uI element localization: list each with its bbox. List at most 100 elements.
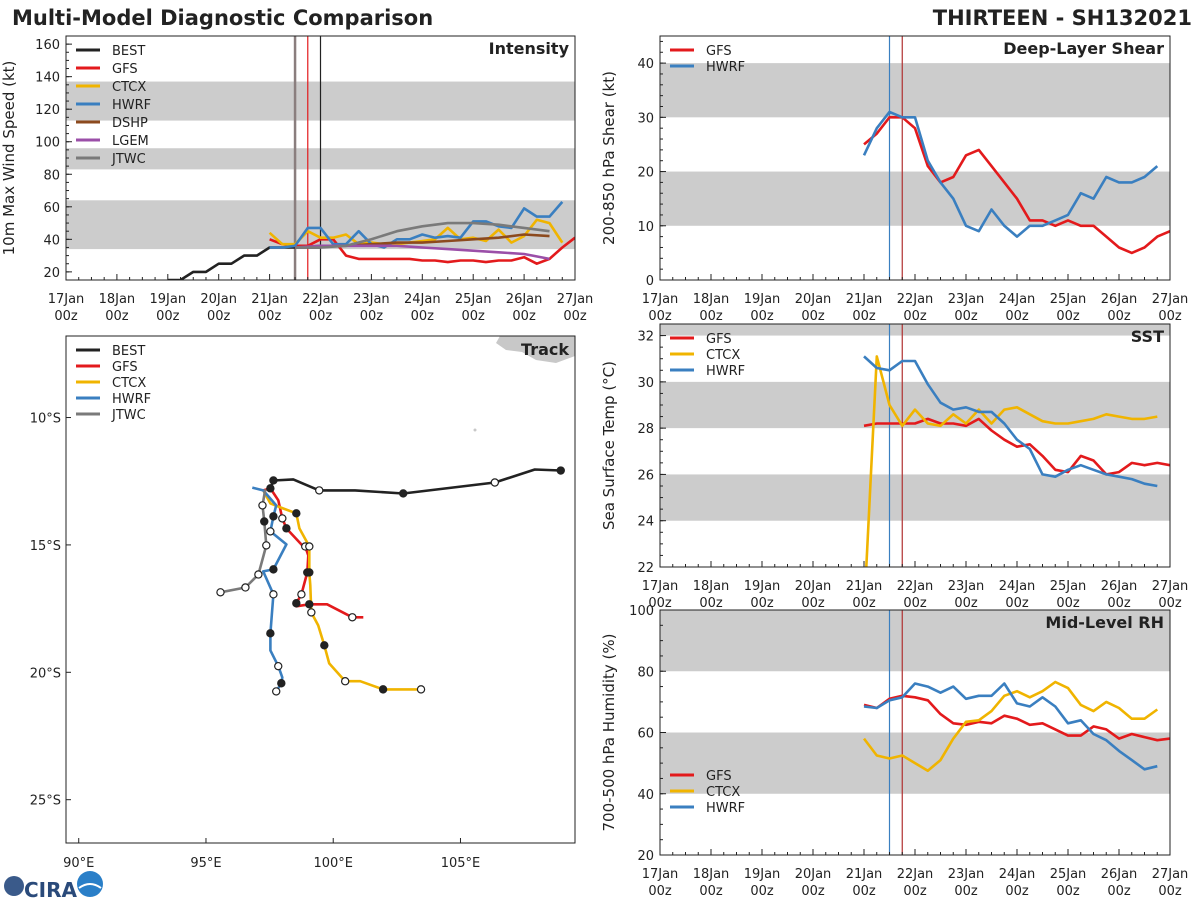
y-axis-label: Sea Surface Temp (°C) — [600, 361, 618, 530]
y-axis-label: 200-850 hPa Shear (kt) — [600, 71, 618, 245]
x-tick-label: 25Jan — [1050, 579, 1087, 594]
y-tick-label: 120 — [35, 103, 60, 118]
legend-label: HWRF — [706, 364, 745, 379]
x-tick-label: 24Jan — [999, 292, 1036, 307]
x-tick-hour: 00z — [1158, 596, 1182, 611]
track-point-12z — [258, 501, 267, 510]
x-tick-label: 18Jan — [693, 292, 730, 307]
lon-tick-label: 95°E — [190, 856, 221, 871]
cira-logo: CIRA — [4, 871, 103, 902]
panel-rh: 17Jan 00z 18Jan 00z 19Jan 00z 20Jan 00z 21Jan 00z… — [600, 604, 1188, 899]
x-tick-hour: 00z — [954, 596, 978, 611]
x-tick-hour: 00z — [1056, 596, 1080, 611]
shaded-band — [660, 63, 1170, 118]
x-tick-label: 19Jan — [744, 867, 781, 882]
track-point-00z — [282, 524, 291, 533]
x-tick-hour: 00z — [648, 309, 672, 324]
y-tick-label: 100 — [35, 136, 60, 151]
x-tick-label: 25Jan — [1050, 292, 1087, 307]
plot-area — [660, 324, 1170, 567]
track-point-12z — [305, 542, 314, 551]
panel-intensity: 17Jan 00z 18Jan 00z 19Jan 00z 20Jan 00z 21Jan 00z… — [0, 35, 593, 324]
x-tick-label: 25Jan — [455, 292, 492, 307]
track-point-12z — [274, 661, 283, 671]
y-tick-label: 0 — [646, 274, 654, 289]
panel-label: Deep-Layer Shear — [1003, 39, 1164, 58]
legend-label: GFS — [112, 62, 138, 77]
x-tick-label: 18Jan — [693, 579, 730, 594]
x-tick-label: 27Jan — [1152, 867, 1189, 882]
x-tick-label: 23Jan — [948, 579, 985, 594]
panel-sst: 17Jan 00z 18Jan 00z 19Jan 00z 20Jan 00z 21Jan 00z… — [600, 323, 1189, 611]
x-tick-label: 27Jan — [1152, 579, 1189, 594]
x-tick-label: 20Jan — [795, 292, 832, 307]
x-tick-label: 26Jan — [1101, 579, 1138, 594]
x-tick-hour: 00z — [360, 309, 384, 324]
track-point-00z — [378, 685, 388, 694]
series-line-best — [167, 246, 321, 280]
legend-label: HWRF — [112, 98, 151, 113]
figure-title: Multi-Model Diagnostic Comparison — [12, 6, 433, 30]
track-point-00z — [260, 517, 269, 526]
x-tick-hour: 00z — [750, 309, 774, 324]
legend-label: GFS — [706, 769, 732, 784]
y-tick-label: 140 — [35, 71, 60, 86]
y-tick-label: 60 — [637, 727, 654, 742]
x-tick-hour: 00z — [699, 884, 723, 899]
x-tick-hour: 00z — [1107, 596, 1131, 611]
lat-tick-label: 15°S — [30, 539, 61, 554]
shaded-band — [660, 610, 1170, 672]
x-tick-hour: 00z — [156, 309, 180, 324]
y-tick-label: 22 — [637, 561, 654, 576]
x-tick-label: 21Jan — [846, 867, 883, 882]
x-tick-label: 17Jan — [642, 579, 679, 594]
x-tick-label: 19Jan — [744, 292, 781, 307]
plot-area — [660, 36, 1170, 280]
series-line-ctcx — [865, 355, 1158, 567]
y-tick-label: 30 — [637, 376, 654, 391]
x-tick-hour: 00z — [462, 309, 486, 324]
x-tick-hour: 00z — [852, 309, 876, 324]
track-point-00z — [266, 629, 275, 638]
x-tick-hour: 00z — [563, 309, 587, 324]
x-tick-hour: 00z — [801, 309, 825, 324]
legend-label: CTCX — [706, 785, 740, 800]
x-tick-hour: 00z — [411, 309, 435, 324]
x-tick-label: 20Jan — [795, 579, 832, 594]
series-line-gfs — [269, 236, 575, 266]
chart-layer: 17Jan 00z 18Jan 00z 19Jan 00z 20Jan 00z 21Jan 00z… — [0, 35, 1189, 899]
track-point-12z — [216, 588, 225, 597]
y-tick-label: 100 — [629, 604, 654, 619]
y-tick-label: 32 — [637, 330, 654, 345]
track-point-12z — [297, 590, 306, 599]
x-tick-hour: 00z — [1158, 309, 1182, 324]
x-tick-hour: 00z — [1005, 596, 1029, 611]
plot-area — [660, 610, 1170, 855]
x-tick-hour: 00z — [1005, 884, 1029, 899]
shaded-band — [660, 171, 1170, 226]
track-point-12z — [266, 527, 275, 536]
legend-label: DSHP — [112, 116, 148, 131]
x-tick-hour: 00z — [852, 884, 876, 899]
y-tick-label: 24 — [637, 515, 654, 530]
lon-tick-label: 90°E — [63, 856, 94, 871]
panel-label: Intensity — [489, 39, 570, 58]
track-line-ctcx — [262, 489, 421, 691]
panel-shear: 17Jan 00z 18Jan 00z 19Jan 00z 20Jan 00z 21Jan 00z… — [600, 35, 1188, 324]
x-tick-hour: 00z — [1107, 309, 1131, 324]
x-tick-hour: 00z — [105, 309, 129, 324]
legend-label: HWRF — [112, 392, 151, 407]
x-tick-label: 23Jan — [353, 292, 390, 307]
map-area — [216, 466, 565, 696]
x-tick-label: 22Jan — [897, 292, 934, 307]
x-tick-label: 25Jan — [1050, 867, 1087, 882]
shaded-band — [660, 474, 1170, 521]
panel-track: 90°E 95°E 100°E 105°E 10°S 15°S 20°S 25°S Track B… — [30, 335, 576, 871]
legend-label: CTCX — [706, 348, 740, 363]
x-tick-label: 17Jan — [48, 292, 85, 307]
plot-area — [66, 36, 575, 280]
legend-label: HWRF — [706, 801, 745, 816]
y-tick-label: 40 — [43, 233, 60, 248]
x-tick-hour: 00z — [801, 884, 825, 899]
